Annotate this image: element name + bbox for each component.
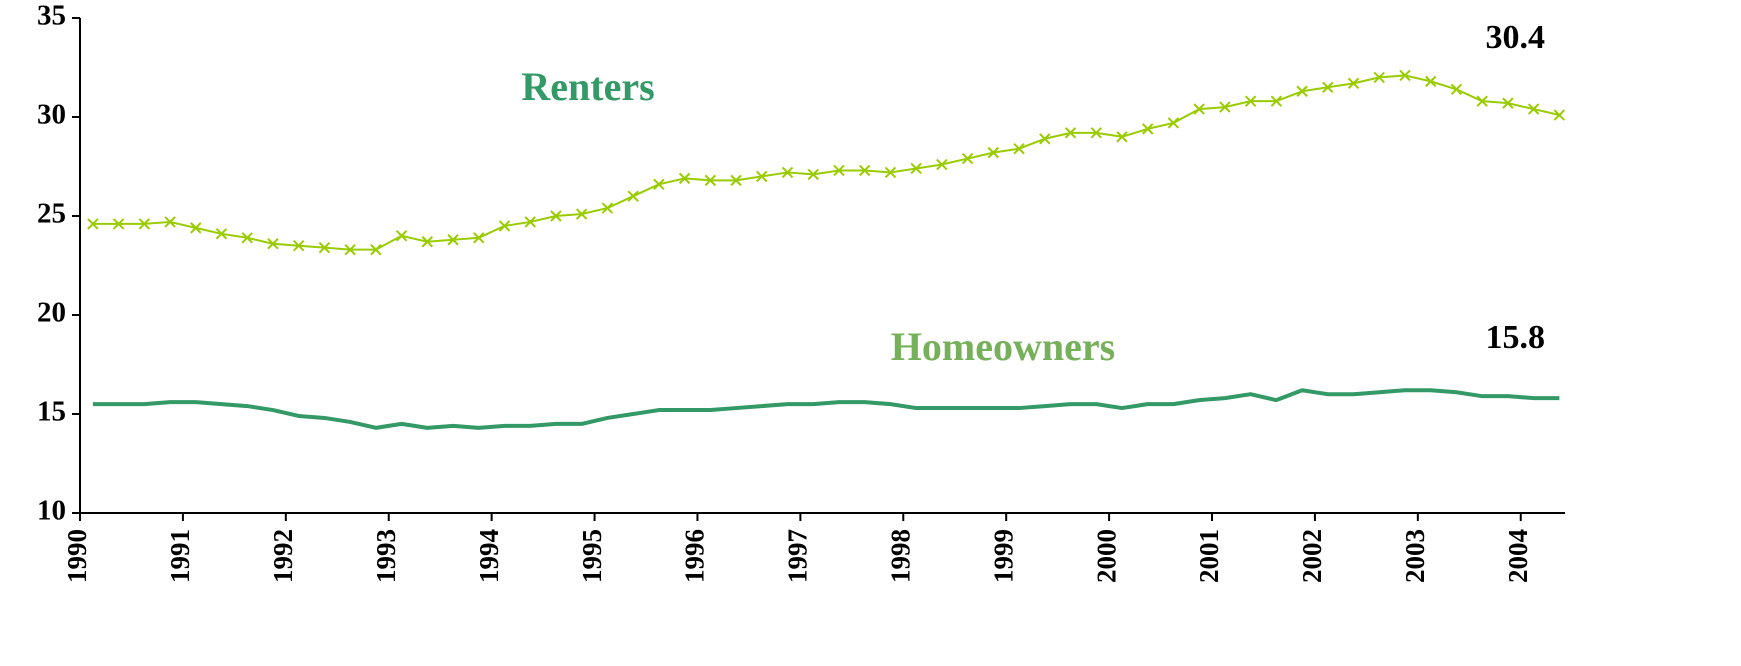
marker — [241, 232, 253, 244]
annotation-value: 30.4 — [1486, 19, 1546, 56]
marker — [1322, 81, 1334, 94]
y-tick-label: 15 — [37, 396, 66, 428]
marker — [344, 243, 356, 256]
x-tick-label: 1991 — [165, 529, 195, 583]
marker — [267, 238, 279, 250]
marker — [112, 218, 125, 230]
marker — [961, 152, 974, 165]
marker — [653, 178, 665, 191]
marker — [1502, 97, 1514, 109]
series-line — [92, 74, 1560, 251]
marker — [550, 210, 562, 222]
x-tick-label: 2001 — [1194, 529, 1224, 583]
x-tick-label: 1990 — [62, 529, 92, 583]
x-tick-label: 1993 — [371, 529, 401, 583]
marker — [1399, 69, 1411, 82]
marker — [318, 241, 331, 254]
marker — [1424, 75, 1437, 88]
marker — [1167, 117, 1180, 129]
marker — [1116, 131, 1128, 143]
marker — [164, 216, 176, 228]
marker — [292, 239, 305, 252]
marker — [858, 164, 871, 177]
annotation-value: 15.8 — [1486, 319, 1546, 356]
y-tick-label: 10 — [37, 495, 66, 527]
marker — [138, 218, 151, 230]
marker — [421, 236, 434, 248]
marker — [1141, 123, 1154, 135]
x-tick-label: 1997 — [783, 529, 813, 583]
marker — [1476, 95, 1488, 107]
y-tick-label: 30 — [37, 99, 66, 131]
marker — [190, 222, 202, 234]
x-tick-label: 2002 — [1297, 529, 1327, 583]
marker — [1039, 133, 1051, 145]
x-tick-label: 2004 — [1503, 529, 1533, 583]
annotation-homeowners: Homeowners — [891, 324, 1115, 369]
annotation-renters: Renters — [521, 64, 654, 109]
marker — [704, 174, 717, 187]
y-tick-label: 35 — [37, 0, 66, 32]
marker — [1347, 77, 1360, 90]
marker — [1013, 142, 1025, 155]
marker — [678, 172, 691, 185]
marker — [1090, 127, 1102, 139]
y-tick-label: 20 — [37, 297, 66, 329]
marker — [1064, 127, 1077, 139]
marker — [1270, 95, 1283, 107]
marker — [87, 218, 99, 230]
marker — [395, 230, 408, 242]
marker — [498, 220, 511, 232]
marker — [1553, 109, 1566, 121]
series-line — [92, 388, 1560, 430]
marker — [473, 232, 485, 244]
marker — [1527, 103, 1540, 115]
marker — [1450, 83, 1463, 95]
x-tick-label: 2003 — [1400, 529, 1430, 583]
marker — [910, 162, 922, 175]
marker — [1373, 71, 1385, 84]
marker — [627, 190, 639, 202]
marker — [781, 166, 794, 179]
marker — [884, 166, 897, 179]
marker — [807, 168, 819, 181]
x-tick-label: 1998 — [885, 529, 915, 583]
marker — [1244, 95, 1257, 107]
marker — [987, 146, 1000, 159]
marker — [601, 202, 614, 214]
y-tick-label: 25 — [37, 198, 66, 230]
marker — [730, 174, 742, 187]
marker — [215, 228, 228, 240]
x-tick-label: 1992 — [268, 529, 298, 583]
marker — [447, 234, 459, 246]
marker — [1296, 85, 1308, 97]
marker — [524, 216, 536, 228]
marker — [936, 158, 948, 171]
x-tick-label: 1996 — [680, 529, 710, 583]
x-tick-label: 2000 — [1091, 529, 1121, 583]
marker — [756, 170, 768, 183]
x-tick-label: 1995 — [577, 529, 607, 583]
marker — [370, 243, 382, 256]
marker — [833, 164, 845, 177]
marker — [1219, 101, 1231, 113]
marker — [1193, 103, 1205, 115]
x-tick-label: 1999 — [988, 529, 1018, 583]
x-tick-label: 1994 — [474, 529, 504, 583]
marker — [575, 208, 588, 220]
